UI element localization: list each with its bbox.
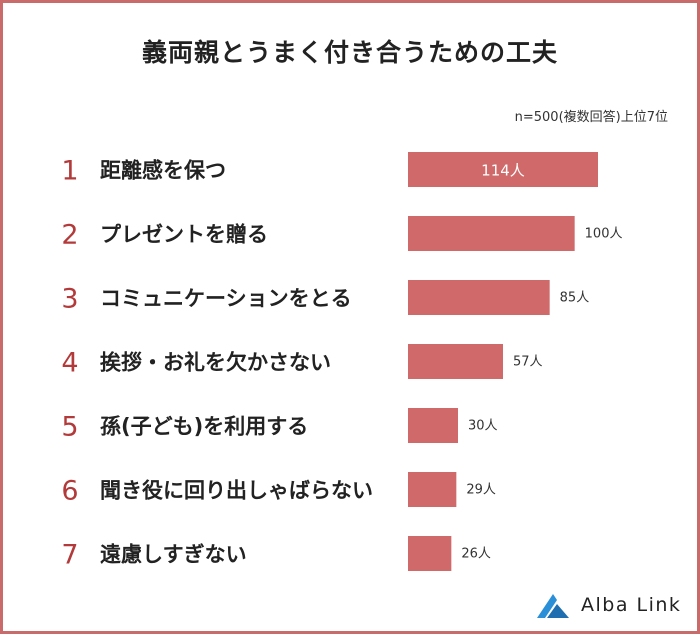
bar (408, 152, 598, 187)
category-label: プレゼントを贈る (100, 223, 268, 247)
bar (408, 216, 575, 251)
data-label: 30人 (468, 419, 498, 434)
data-label: 26人 (461, 547, 491, 562)
data-label: 85人 (560, 291, 590, 306)
category-label: 孫(子ども)を利用する (100, 415, 308, 439)
category-label: コミュニケーションをとる (100, 287, 352, 311)
category-label: 距離感を保つ (100, 159, 226, 183)
data-label: 57人 (513, 355, 543, 370)
rank-number: 4 (61, 348, 78, 379)
chart-title: 義両親とうまく付き合うための工夫 (141, 38, 558, 67)
rank-number: 1 (61, 156, 78, 187)
bar (408, 536, 452, 571)
data-label: 100人 (585, 227, 623, 242)
rank-number: 6 (61, 476, 78, 507)
category-label: 挨拶・お礼を欠かさない (100, 351, 331, 375)
rank-number: 3 (61, 284, 78, 315)
bar (408, 472, 457, 507)
category-label: 遠慮しすぎない (100, 543, 247, 567)
alba-link-logo-icon (537, 594, 569, 618)
brand-name: Alba Link (581, 594, 682, 616)
category-label: 聞き役に回り出しゃばらない (100, 479, 373, 503)
bar (408, 344, 503, 379)
sample-note: n=500(複数回答)上位7位 (514, 110, 668, 125)
brand-logo: Alba Link (535, 588, 685, 624)
bar (408, 280, 550, 315)
rank-number: 5 (61, 412, 78, 443)
data-label: 114人 (481, 162, 525, 180)
rank-number: 2 (61, 220, 78, 251)
bar (408, 408, 458, 443)
data-label: 29人 (466, 483, 496, 498)
rank-number: 7 (61, 540, 78, 571)
